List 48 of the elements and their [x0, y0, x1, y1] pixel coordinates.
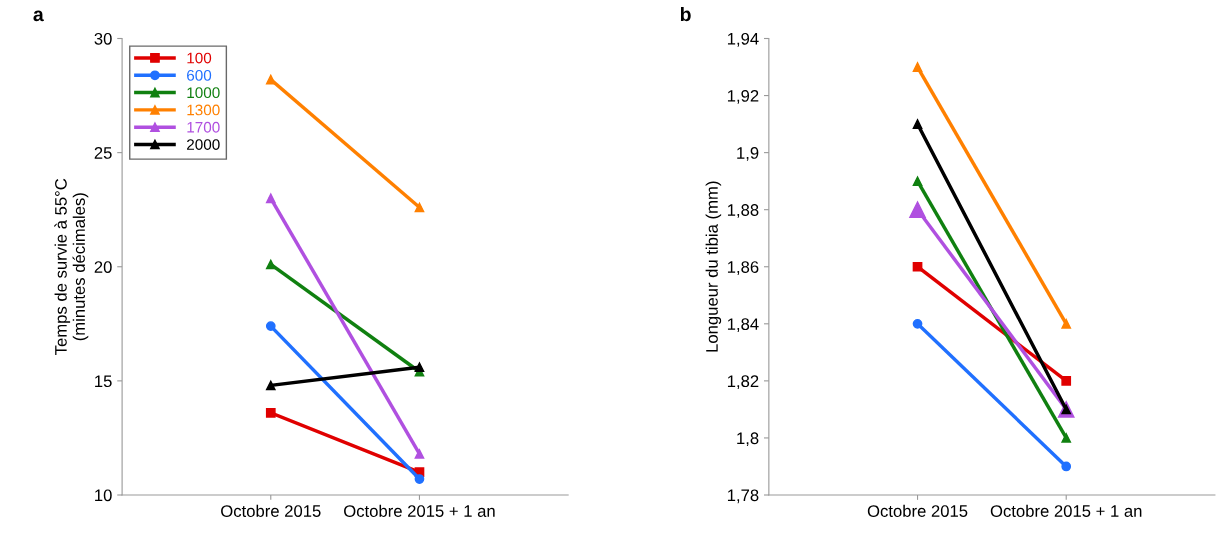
- point: [265, 380, 276, 391]
- y-tick-label: 15: [95, 375, 112, 388]
- point: [1061, 376, 1072, 386]
- point: [265, 321, 276, 331]
- point: [265, 193, 276, 204]
- y-tick-label: 10: [95, 489, 112, 502]
- y-tick-label: 1,84: [727, 318, 759, 332]
- legend-label: 2000: [187, 139, 220, 150]
- legend-label: 1700: [187, 121, 220, 133]
- chart-title: a: [33, 10, 44, 22]
- point: [414, 449, 425, 459]
- point: [1061, 318, 1072, 329]
- x-tick-label: Octobre 2015 + 1 an: [990, 504, 1142, 517]
- y-tick-label: 1,88: [727, 204, 759, 218]
- legend-label: 1000: [187, 87, 220, 99]
- point: [1061, 433, 1072, 443]
- legend-label: 100: [187, 52, 212, 64]
- y-tick-label: 1,9: [737, 147, 759, 161]
- y-axis-title: Longueur du tibia (mm): [705, 181, 722, 352]
- y-tick-label: 1,82: [727, 375, 759, 390]
- y-tick-label: 1,92: [727, 89, 759, 104]
- x-tick-label: Octobre 2015 + 1 an: [344, 504, 495, 517]
- legend-label: 1300: [187, 104, 220, 116]
- y-tick-label: 20: [94, 261, 112, 273]
- y-axis-title: Temps de survie à 55°C (minutes décimales): [54, 178, 89, 355]
- point: [265, 74, 276, 85]
- y-tick-label: 25: [94, 147, 112, 159]
- point: [912, 318, 923, 329]
- chart-title: b: [680, 6, 691, 22]
- point: [414, 362, 425, 373]
- point: [912, 176, 923, 187]
- point: [265, 407, 276, 418]
- x-tick-label: Octobre 2015: [867, 504, 968, 517]
- point: [912, 261, 923, 272]
- point: [265, 259, 276, 270]
- x-tick-label: Octobre 2015: [221, 504, 321, 517]
- y-tick-label: 1,94: [727, 32, 759, 47]
- point: [1061, 461, 1072, 472]
- point: [912, 119, 923, 129]
- y-tick-label: 1,86: [727, 261, 759, 275]
- point: [414, 474, 425, 484]
- point: [414, 202, 425, 213]
- point: [912, 62, 923, 72]
- y-tick-label: 1,8: [737, 432, 759, 447]
- point: [909, 201, 926, 219]
- y-tick-label: 1,78: [727, 489, 759, 504]
- legend-label: 600: [187, 69, 212, 81]
- y-tick-label: 30: [94, 32, 112, 45]
